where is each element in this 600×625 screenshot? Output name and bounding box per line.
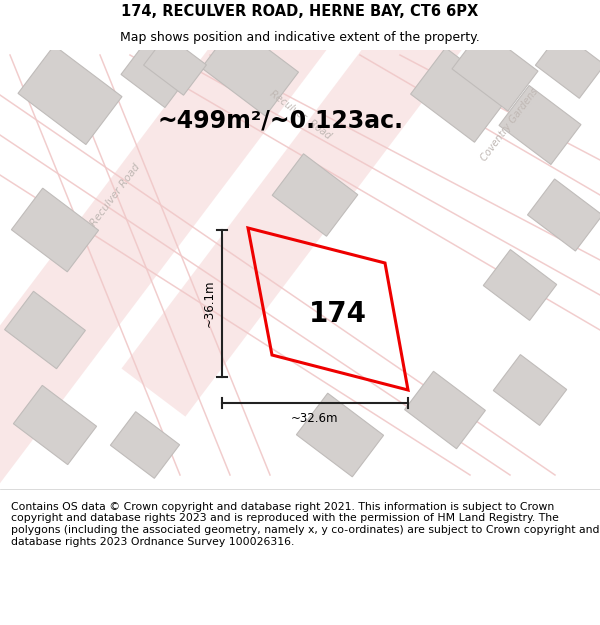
Polygon shape (404, 371, 485, 449)
Polygon shape (202, 24, 298, 116)
Text: Reculver Road: Reculver Road (88, 162, 142, 228)
Polygon shape (11, 188, 98, 272)
Polygon shape (143, 35, 206, 95)
Polygon shape (296, 393, 383, 477)
Polygon shape (410, 48, 509, 142)
Text: Map shows position and indicative extent of the property.: Map shows position and indicative extent… (120, 31, 480, 44)
Polygon shape (121, 42, 189, 107)
Polygon shape (13, 386, 97, 464)
Text: 174: 174 (309, 300, 367, 328)
Text: Coventry Gardens: Coventry Gardens (479, 87, 541, 163)
Text: ~499m²/~0.123ac.: ~499m²/~0.123ac. (157, 108, 403, 132)
Polygon shape (121, 0, 559, 417)
Polygon shape (0, 0, 353, 573)
Polygon shape (18, 46, 122, 144)
Text: 174, RECULVER ROAD, HERNE BAY, CT6 6PX: 174, RECULVER ROAD, HERNE BAY, CT6 6PX (121, 4, 479, 19)
Polygon shape (499, 86, 581, 164)
Polygon shape (527, 179, 600, 251)
Polygon shape (535, 32, 600, 98)
Polygon shape (5, 291, 85, 369)
Polygon shape (483, 249, 557, 321)
Text: ~32.6m: ~32.6m (291, 412, 339, 426)
Polygon shape (272, 154, 358, 236)
Text: Contains OS data © Crown copyright and database right 2021. This information is : Contains OS data © Crown copyright and d… (11, 502, 599, 547)
Text: Reculver  Road: Reculver Road (268, 89, 332, 141)
Polygon shape (110, 412, 179, 478)
Polygon shape (452, 29, 538, 111)
Polygon shape (493, 354, 567, 426)
Text: ~36.1m: ~36.1m (203, 280, 215, 328)
